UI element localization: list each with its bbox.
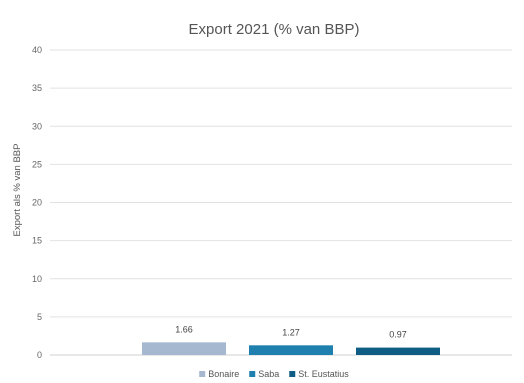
data-labels: 1.66 1.27 0.97 <box>175 324 407 339</box>
y-tick-label: 15 <box>32 236 42 246</box>
legend-label: Saba <box>258 369 279 379</box>
y-tick-label: 10 <box>32 274 42 284</box>
bars <box>142 342 440 355</box>
y-tick-label: 35 <box>32 83 42 93</box>
legend-swatch <box>249 371 256 377</box>
legend-label: St. Eustatius <box>298 369 349 379</box>
bar-st-eustatius <box>356 347 440 355</box>
legend-swatch <box>289 371 296 377</box>
y-tick-label: 0 <box>37 350 42 360</box>
data-label: 0.97 <box>389 330 407 340</box>
y-axis-label: Export als % van BBP <box>12 144 23 237</box>
y-tick-label: 40 <box>32 45 42 55</box>
legend-item: Saba <box>249 369 279 379</box>
legend-item: Bonaire <box>199 369 239 379</box>
legend-item: St. Eustatius <box>289 369 349 379</box>
data-label: 1.66 <box>175 324 193 334</box>
y-tick-label: 25 <box>32 159 42 169</box>
y-tick-label: 20 <box>32 198 42 208</box>
grid-lines <box>50 49 512 356</box>
y-tick-labels: 0 5 10 15 20 25 30 35 40 <box>32 45 42 360</box>
y-tick-label: 30 <box>32 121 42 131</box>
legend-swatch <box>199 371 206 377</box>
legend-label: Bonaire <box>208 369 239 379</box>
y-tick-label: 5 <box>37 312 42 322</box>
chart-title: Export 2021 (% van BBP) <box>189 21 360 38</box>
data-label: 1.27 <box>282 327 300 337</box>
bar-saba <box>249 345 333 355</box>
legend: Bonaire Saba St. Eustatius <box>199 369 349 379</box>
bar-bonaire <box>142 342 226 355</box>
